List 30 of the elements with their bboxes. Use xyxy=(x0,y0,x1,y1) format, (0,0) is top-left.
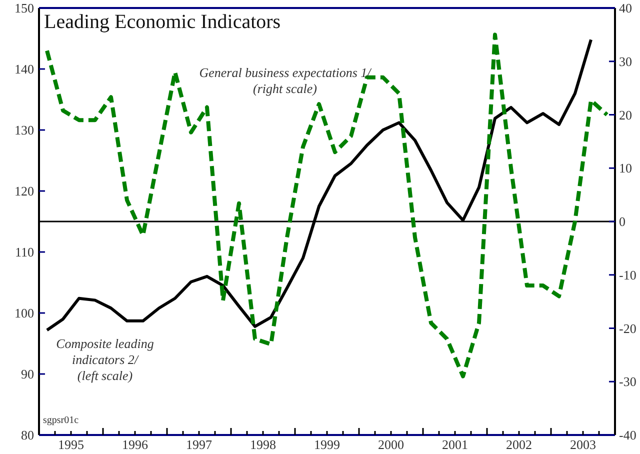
series-label: Composite leading indicators 2/ (left scale) xyxy=(56,336,154,383)
y2-tick-label: -20 xyxy=(619,320,636,336)
y2-tick-label: 0 xyxy=(619,214,626,230)
y2-tick-label: -40 xyxy=(619,428,636,443)
y-tick-label: 120 xyxy=(14,184,34,199)
y2-tick-label: -30 xyxy=(619,374,636,390)
y2-tick-label: 20 xyxy=(619,107,632,122)
x-tick-label: 2003 xyxy=(570,437,596,452)
x-tick-label: 1999 xyxy=(314,437,340,452)
chart-title: Leading Economic Indicators xyxy=(44,11,281,33)
x-tick-label: 2002 xyxy=(506,437,532,452)
annotation: sgpsr01c xyxy=(43,415,80,426)
y2-tick-label: 10 xyxy=(619,160,632,176)
x-tick-label: 1997 xyxy=(186,437,212,452)
y-tick-label: 80 xyxy=(21,428,34,443)
x-tick-label: 1996 xyxy=(122,437,148,452)
series-label: General business expectations 1/ (right scale) xyxy=(199,65,372,96)
y2-tick-label: 40 xyxy=(619,0,632,16)
y2-tick-label: 30 xyxy=(619,54,632,69)
y-tick-label: 140 xyxy=(14,62,34,77)
x-tick-label: 2001 xyxy=(442,437,468,452)
y-tick-label: 90 xyxy=(21,366,34,382)
x-tick-label: 1995 xyxy=(58,437,84,452)
y-tick-label: 130 xyxy=(14,122,34,138)
x-tick-label: 2000 xyxy=(378,437,404,452)
y-tick-label: 150 xyxy=(14,0,34,16)
y-tick-label: 110 xyxy=(14,244,34,260)
x-tick-label: 1998 xyxy=(250,437,276,452)
y2-tick-label: -10 xyxy=(619,267,636,282)
y-tick-label: 100 xyxy=(14,306,34,321)
